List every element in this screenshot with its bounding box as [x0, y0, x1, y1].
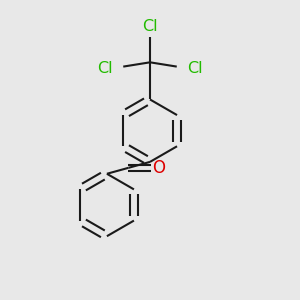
Text: Cl: Cl [142, 19, 158, 34]
Text: O: O [153, 159, 166, 177]
Text: Cl: Cl [187, 61, 203, 76]
Text: Cl: Cl [98, 61, 113, 76]
